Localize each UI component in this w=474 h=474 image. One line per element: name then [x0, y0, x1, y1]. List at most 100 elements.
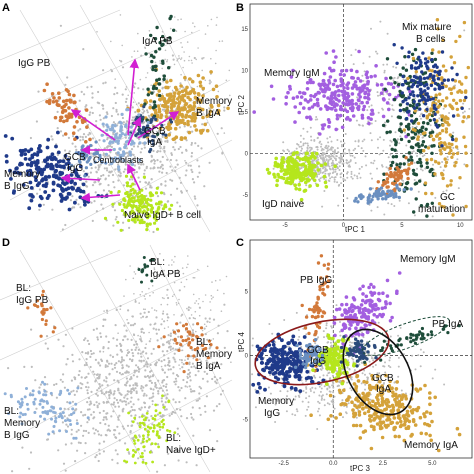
background-point: [38, 188, 42, 191]
background-point: [329, 177, 332, 180]
background-point: [306, 130, 309, 133]
background-point: [178, 289, 181, 292]
naive-point: [136, 195, 140, 199]
background-point: [319, 171, 322, 174]
background-point: [191, 31, 193, 34]
igg-pb-point: [390, 181, 395, 185]
bl-igg-pb-point: [40, 317, 45, 322]
background-point: [105, 167, 108, 170]
background-point: [146, 72, 149, 74]
memory-igg-point: [455, 72, 459, 77]
bl-naive-point: [141, 440, 145, 444]
iga-pb-point: [425, 165, 430, 169]
background-point: [158, 170, 161, 173]
igg-pb-point: [84, 108, 89, 112]
memory-igg-point: [441, 85, 445, 90]
memory-iga-point: [422, 149, 426, 153]
background-point: [51, 138, 54, 141]
background-point: [188, 371, 192, 374]
bl-naive-point: [146, 425, 150, 429]
background-point: [176, 201, 179, 204]
background-point: [198, 407, 201, 410]
background-point: [172, 58, 175, 61]
background-point: [218, 402, 221, 406]
background-point: [381, 164, 383, 167]
background-point: [178, 176, 181, 179]
background-point: [140, 337, 142, 339]
background-point: [107, 340, 110, 344]
igg-pb-point: [66, 116, 70, 120]
memory-igg-point: [426, 60, 430, 64]
background-point: [160, 360, 163, 363]
gcb-igg-point: [74, 151, 78, 155]
background-point: [174, 377, 177, 380]
bl-naive-point: [127, 411, 130, 415]
background-point: [89, 355, 92, 358]
background-point: [179, 408, 182, 411]
background-point: [157, 328, 160, 331]
background-point: [336, 139, 339, 141]
centroblasts-point: [104, 152, 108, 156]
background-point: [92, 427, 95, 430]
background-point: [116, 425, 119, 428]
memory-igg-point: [438, 69, 442, 74]
background-point: [114, 218, 117, 221]
background-point: [161, 30, 164, 33]
background-point: [198, 298, 200, 300]
background-point: [105, 380, 108, 383]
centroblasts-point: [146, 120, 150, 125]
iga-pb-point: [172, 28, 176, 32]
background-point: [131, 408, 134, 412]
background-point: [389, 366, 392, 369]
background-point: [161, 67, 163, 70]
background-point: [108, 397, 111, 400]
memory-igg-point: [27, 206, 32, 211]
bl-igg-pb-point: [49, 306, 53, 310]
background-point: [139, 335, 142, 338]
background-point: [392, 65, 395, 68]
background-point: [173, 342, 175, 345]
background-point: [151, 400, 154, 403]
background-point: [181, 366, 184, 369]
iga-pb-point: [385, 57, 390, 61]
memory-iga-point: [166, 100, 170, 104]
background-point: [194, 197, 197, 200]
background-point: [133, 156, 136, 159]
background-point: [160, 303, 162, 306]
background-point: [113, 390, 116, 393]
memory-igg-point: [30, 160, 34, 165]
naive-point: [170, 203, 174, 207]
background-point: [306, 147, 309, 150]
iga-pb-point: [155, 132, 160, 136]
background-point: [162, 310, 165, 313]
memory-igm-point: [338, 113, 343, 118]
background-point: [162, 191, 165, 194]
naive-point: [294, 164, 299, 169]
background-point: [107, 424, 110, 427]
background-point: [110, 403, 113, 406]
background-point: [111, 173, 115, 177]
iga-pb-point: [418, 179, 422, 183]
igg-pb-point: [56, 103, 60, 107]
background-point: [192, 317, 195, 319]
gcb-point: [354, 196, 358, 201]
memory-igg-point: [65, 181, 69, 185]
background-point: [189, 164, 192, 167]
background-point: [157, 390, 160, 393]
background-point: [389, 144, 391, 147]
iga-pb-point: [162, 77, 166, 82]
background-point: [173, 281, 176, 284]
background-point: [127, 349, 129, 351]
memory-iga-point: [154, 111, 158, 115]
background-point: [148, 287, 150, 290]
memory-igg-point: [37, 146, 41, 151]
centroblasts-point: [129, 125, 133, 129]
background-point: [434, 368, 437, 371]
background-point: [185, 189, 188, 192]
background-point: [286, 148, 289, 151]
background-point: [66, 401, 69, 404]
background-point: [182, 378, 185, 382]
memory-iga-point: [198, 107, 203, 111]
background-point: [209, 301, 211, 303]
background-point: [177, 459, 180, 462]
